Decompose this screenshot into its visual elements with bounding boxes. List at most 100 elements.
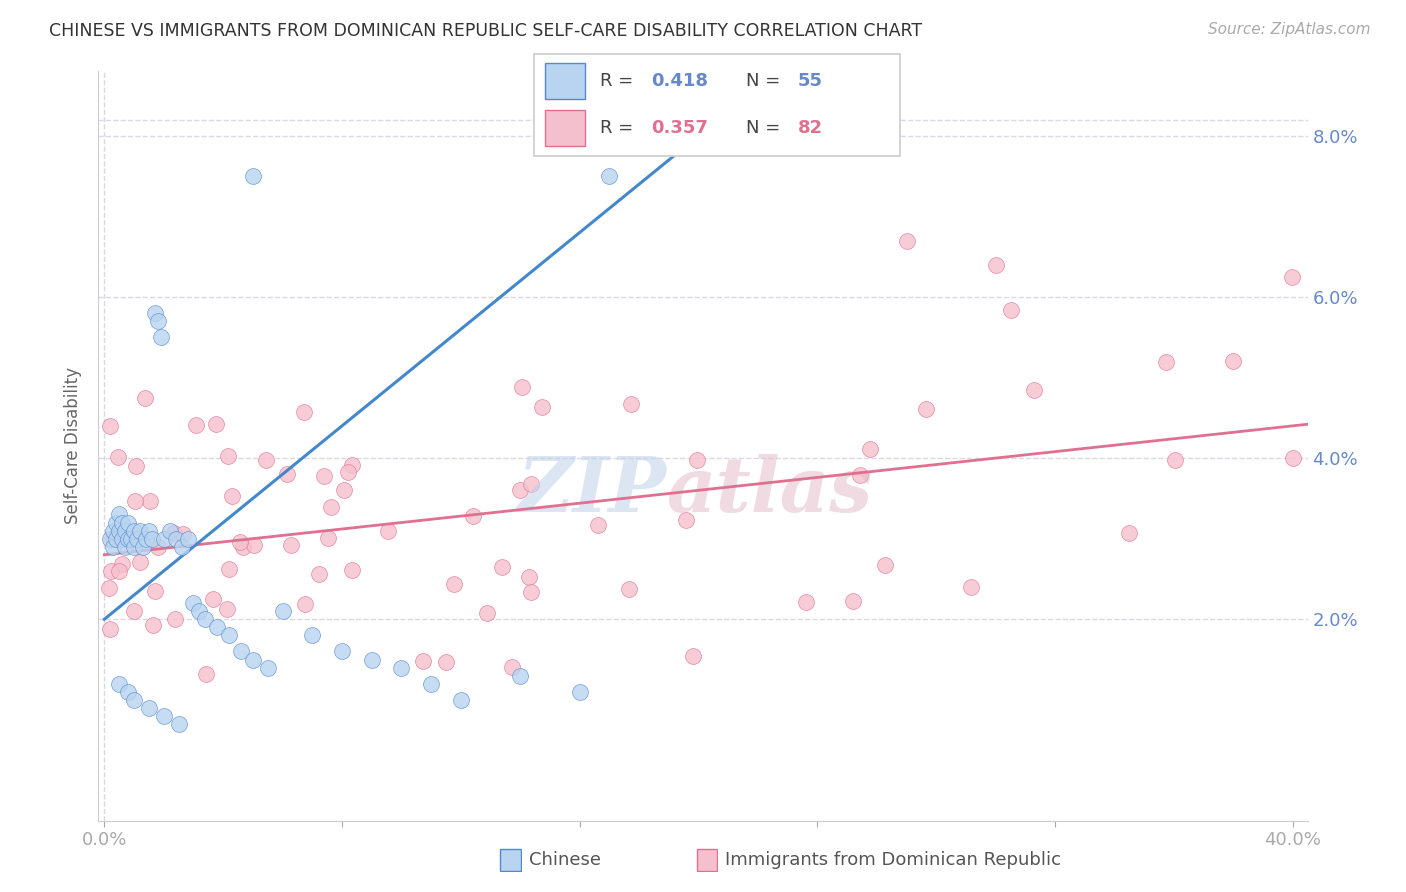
Point [194, 612, 217, 626]
Point [108, 564, 131, 578]
Point [221, 489, 243, 503]
Point [152, 709, 174, 723]
Point [333, 483, 356, 497]
Text: R =: R = [600, 120, 640, 137]
Point [207, 620, 229, 634]
Point [202, 591, 225, 606]
Point [110, 557, 132, 571]
Point [568, 684, 591, 698]
Point [1118, 525, 1140, 540]
Point [292, 405, 315, 419]
Point [330, 644, 353, 658]
Point [1000, 302, 1022, 317]
Text: ZIP: ZIP [517, 454, 666, 528]
Point [588, 517, 610, 532]
Point [218, 628, 240, 642]
Point [138, 701, 160, 715]
Point [105, 516, 128, 530]
Point [125, 532, 148, 546]
Point [308, 566, 330, 581]
Point [135, 532, 157, 546]
Point [519, 476, 541, 491]
Point [129, 524, 152, 538]
Point [959, 580, 981, 594]
Point [149, 330, 172, 344]
Point [509, 483, 531, 497]
Point [849, 467, 872, 482]
Text: 0.357: 0.357 [651, 120, 709, 137]
Point [280, 538, 302, 552]
Point [105, 532, 128, 546]
FancyBboxPatch shape [546, 62, 585, 99]
Point [170, 540, 193, 554]
Point [132, 540, 155, 554]
Point [146, 314, 169, 328]
Text: Chinese: Chinese [529, 851, 600, 869]
Point [117, 684, 139, 698]
Point [188, 604, 211, 618]
FancyBboxPatch shape [697, 848, 717, 871]
Point [108, 508, 131, 522]
Point [142, 618, 165, 632]
Point [510, 380, 533, 394]
Point [682, 649, 704, 664]
Point [122, 604, 145, 618]
Point [176, 532, 198, 546]
Point [138, 524, 160, 538]
Point [896, 234, 918, 248]
Point [509, 668, 531, 682]
Point [412, 654, 434, 668]
Point [675, 513, 697, 527]
Point [391, 660, 413, 674]
Point [139, 494, 162, 508]
Point [1281, 270, 1303, 285]
Point [205, 417, 228, 431]
Point [111, 532, 134, 546]
Point [1222, 354, 1244, 368]
Point [134, 391, 156, 405]
FancyBboxPatch shape [534, 54, 900, 156]
Point [122, 524, 145, 538]
Point [301, 628, 323, 642]
Point [319, 500, 342, 514]
Point [101, 532, 124, 546]
Text: atlas: atlas [666, 454, 873, 528]
Point [195, 666, 218, 681]
Point [118, 532, 141, 546]
Point [1154, 355, 1177, 369]
Point [122, 693, 145, 707]
Point [1164, 453, 1187, 467]
Point [163, 525, 186, 540]
Point [232, 541, 254, 555]
Point [128, 555, 150, 569]
Point [98, 622, 121, 636]
Point [360, 652, 382, 666]
Point [114, 540, 136, 554]
Point [122, 540, 145, 554]
Point [420, 676, 443, 690]
Point [242, 652, 264, 666]
Point [167, 717, 190, 731]
Point [520, 585, 543, 599]
Point [143, 306, 166, 320]
Point [117, 516, 139, 530]
Point [98, 532, 121, 546]
Point [617, 582, 640, 596]
Text: R =: R = [600, 72, 640, 90]
Point [124, 458, 146, 473]
Point [215, 602, 238, 616]
Point [984, 258, 1007, 272]
Point [217, 449, 239, 463]
Point [98, 419, 121, 434]
Point [517, 570, 540, 584]
Point [318, 531, 340, 545]
Point [294, 597, 316, 611]
Point [501, 659, 523, 673]
FancyBboxPatch shape [546, 110, 585, 145]
Point [337, 465, 360, 479]
Point [229, 644, 252, 658]
Point [159, 524, 181, 538]
Text: N =: N = [747, 72, 786, 90]
Point [859, 442, 882, 456]
Point [242, 538, 264, 552]
